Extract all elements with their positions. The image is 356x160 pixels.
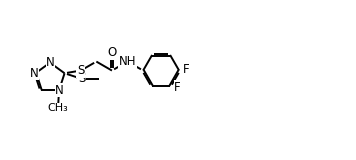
Text: O: O	[107, 46, 116, 59]
Text: S: S	[77, 64, 84, 77]
Text: N: N	[46, 56, 55, 69]
Text: F: F	[174, 81, 181, 94]
Text: S: S	[78, 72, 85, 85]
Text: F: F	[183, 63, 190, 76]
Text: NH: NH	[119, 55, 136, 68]
Text: CH₃: CH₃	[48, 103, 68, 113]
Text: N: N	[30, 67, 39, 80]
Text: N: N	[55, 84, 64, 97]
